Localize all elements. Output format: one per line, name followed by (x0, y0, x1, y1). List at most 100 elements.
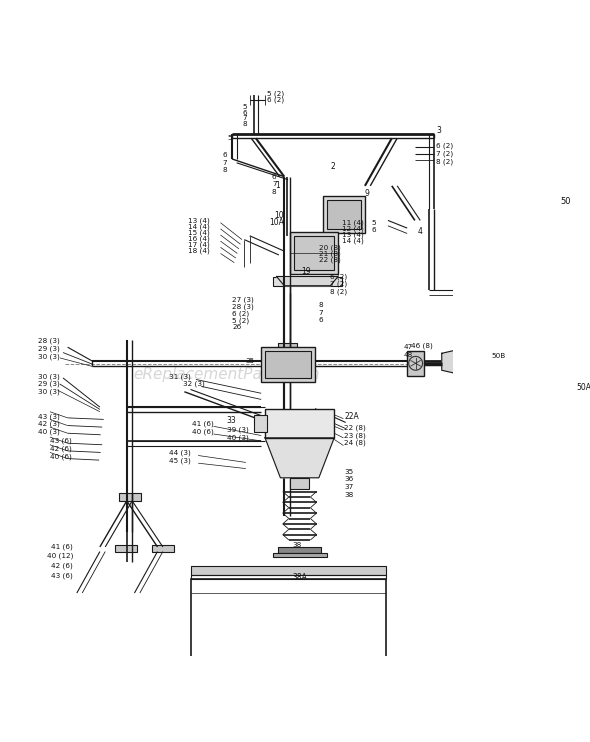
Bar (486, 386, 574, 397)
Text: 43 (6): 43 (6) (51, 573, 73, 580)
Circle shape (509, 389, 513, 393)
Polygon shape (265, 438, 334, 478)
Text: 6 (2): 6 (2) (267, 96, 284, 103)
Text: 7: 7 (222, 160, 227, 165)
Text: 23 (8): 23 (8) (344, 433, 366, 439)
Text: 17 (4): 17 (4) (188, 242, 210, 249)
Text: 6 (2): 6 (2) (330, 273, 348, 280)
Text: 42 (6): 42 (6) (51, 563, 73, 569)
Text: 5: 5 (227, 135, 232, 141)
Bar (290, 232, 338, 275)
Text: 46 (8): 46 (8) (411, 342, 433, 349)
Text: 11 (4): 11 (4) (342, 220, 363, 226)
Bar (326, 200, 361, 229)
Text: 6: 6 (222, 152, 227, 158)
Circle shape (520, 389, 525, 393)
Text: 28 (3): 28 (3) (232, 303, 254, 309)
Bar (407, 351, 424, 375)
Text: 43 (6): 43 (6) (50, 438, 72, 444)
Text: 7: 7 (319, 309, 323, 315)
Bar (278, 547, 321, 553)
Text: 48: 48 (404, 352, 412, 358)
Bar (323, 196, 365, 233)
Text: 32 (3): 32 (3) (183, 381, 205, 387)
Text: 20 (8): 20 (8) (319, 244, 340, 251)
Bar (265, 409, 334, 438)
Text: 36: 36 (344, 476, 353, 482)
Text: 39 (3): 39 (3) (227, 427, 248, 433)
Text: 5: 5 (242, 105, 247, 111)
Text: 1: 1 (276, 181, 280, 191)
Bar (278, 344, 297, 352)
Text: 37: 37 (344, 484, 353, 490)
Text: 50A: 50A (576, 384, 590, 393)
Bar (191, 580, 386, 695)
Bar (191, 575, 386, 580)
Bar (490, 197, 571, 381)
Text: 50B: 50B (491, 353, 506, 359)
Text: 5 (2): 5 (2) (267, 91, 284, 97)
Text: 47: 47 (404, 344, 412, 350)
Text: 28 (3): 28 (3) (38, 338, 60, 344)
Text: 15 (4): 15 (4) (188, 229, 210, 236)
Text: 30 (3): 30 (3) (38, 373, 60, 380)
Text: 3: 3 (437, 126, 441, 135)
Text: 35: 35 (344, 469, 353, 475)
Text: 9: 9 (365, 189, 370, 198)
Text: 40 (3): 40 (3) (38, 428, 60, 435)
Text: 22 (8): 22 (8) (344, 424, 366, 431)
Text: 14 (4): 14 (4) (342, 238, 363, 244)
Bar (115, 545, 137, 551)
Text: 8: 8 (272, 189, 277, 195)
Text: 40 (6): 40 (6) (192, 428, 214, 435)
Text: 18 (4): 18 (4) (188, 248, 210, 255)
Text: 10: 10 (274, 211, 284, 220)
Text: 27 (3): 27 (3) (232, 296, 254, 303)
Text: 16 (4): 16 (4) (188, 236, 210, 242)
Polygon shape (442, 347, 480, 376)
Text: 5: 5 (372, 220, 376, 226)
Text: 8: 8 (222, 168, 227, 174)
Text: 33: 33 (227, 416, 237, 424)
Text: 29 (3): 29 (3) (38, 381, 60, 387)
Text: 6 (2): 6 (2) (437, 142, 454, 149)
Text: 40 (3): 40 (3) (227, 435, 248, 441)
Text: 7 (2): 7 (2) (330, 281, 348, 287)
Text: 6: 6 (372, 227, 376, 234)
Bar (265, 351, 311, 378)
Text: 30 (3): 30 (3) (38, 353, 60, 360)
Text: 41 (6): 41 (6) (192, 421, 214, 427)
Text: 22A: 22A (344, 412, 359, 421)
Text: 38A: 38A (292, 573, 307, 582)
Polygon shape (277, 277, 338, 286)
Bar (191, 566, 386, 575)
Circle shape (497, 389, 502, 393)
Text: 26: 26 (232, 324, 241, 330)
Text: 6: 6 (319, 318, 323, 324)
Circle shape (358, 692, 376, 710)
Bar (290, 478, 309, 489)
Bar (273, 277, 342, 286)
Text: 7 (2): 7 (2) (437, 151, 454, 157)
Text: 38: 38 (344, 492, 353, 498)
Bar (294, 236, 334, 270)
Circle shape (202, 692, 221, 710)
Circle shape (543, 389, 548, 393)
Text: 21 (8): 21 (8) (319, 250, 340, 257)
Text: 6: 6 (242, 110, 247, 116)
Text: 2: 2 (330, 162, 335, 171)
Text: 24 (8): 24 (8) (344, 440, 366, 447)
Text: 22 (8): 22 (8) (319, 256, 340, 263)
Text: eReplacementParts.com: eReplacementParts.com (133, 367, 320, 381)
Text: 40 (12): 40 (12) (47, 553, 73, 559)
Text: 42 (3): 42 (3) (38, 421, 60, 427)
Text: 35: 35 (246, 358, 255, 364)
Text: 5 (2): 5 (2) (232, 317, 249, 324)
Text: 6: 6 (272, 174, 277, 180)
Text: 38: 38 (292, 542, 301, 548)
Text: 8 (2): 8 (2) (330, 289, 348, 295)
Text: 29 (3): 29 (3) (38, 346, 60, 352)
Text: 45 (3): 45 (3) (169, 458, 191, 464)
Text: 50: 50 (560, 197, 571, 206)
Text: 7: 7 (242, 115, 247, 121)
